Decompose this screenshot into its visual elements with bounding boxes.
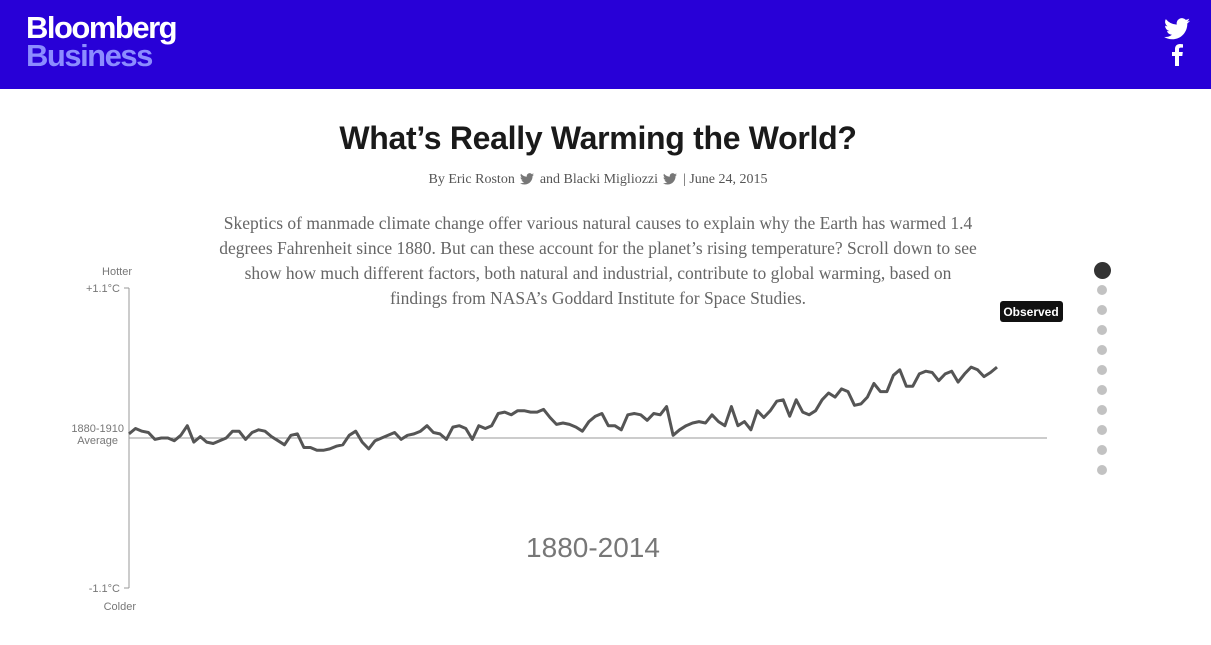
nav-dot-11[interactable] <box>1097 465 1107 475</box>
y-axis-hotter-label: Hotter <box>102 266 132 278</box>
twitter-icon[interactable] <box>519 173 534 190</box>
observed-label-box <box>1000 301 1063 322</box>
y-axis-bottom-value: -1.1°C <box>89 583 120 595</box>
observed-series-line <box>128 365 998 452</box>
nav-dot-5[interactable] <box>1097 345 1107 355</box>
social-links <box>1163 18 1191 66</box>
twitter-share-button[interactable] <box>1163 18 1191 40</box>
byline: By Eric Roston and Blacki Migliozzi | June… <box>0 172 1196 190</box>
facebook-share-button[interactable] <box>1163 44 1191 66</box>
article-dek: Skeptics of manmade climate change offer… <box>219 213 977 308</box>
facebook-icon <box>1163 44 1191 66</box>
y-axis-colder-label: Colder <box>104 601 137 613</box>
nav-dot-7[interactable] <box>1097 385 1107 395</box>
observed-label-text: Observed <box>1003 305 1058 319</box>
step-navigation <box>1092 262 1112 485</box>
date-range-label: 1880-2014 <box>526 532 660 563</box>
nav-dot-4[interactable] <box>1097 325 1107 335</box>
nav-dot-2[interactable] <box>1097 285 1107 295</box>
nav-dot-9[interactable] <box>1097 425 1107 435</box>
nav-dot-3[interactable] <box>1097 305 1107 315</box>
twitter-icon[interactable] <box>663 173 678 190</box>
nav-dot-1[interactable] <box>1093 262 1111 279</box>
logo-line-bloomberg: Bloomberg <box>26 10 178 45</box>
y-axis-baseline-label-2: Average <box>77 435 118 447</box>
y-axis-baseline-label-1: 1880-1910 <box>71 423 124 435</box>
masthead: Bloomberg Business <box>0 0 1211 89</box>
nav-dot-6[interactable] <box>1097 365 1107 375</box>
article-title: What’s Really Warming the World? <box>339 120 857 156</box>
observed-series-label: Observed <box>1000 301 1063 322</box>
byline-author-2[interactable]: and Blacki Migliozzi <box>539 172 659 187</box>
nav-dot-10[interactable] <box>1097 445 1107 455</box>
byline-author-1[interactable]: By Eric Roston <box>428 172 515 187</box>
twitter-icon <box>1163 18 1191 40</box>
nav-dot-8[interactable] <box>1097 405 1107 415</box>
byline-date: | June 24, 2015 <box>683 172 768 187</box>
y-axis-top-value: +1.1°C <box>86 283 120 295</box>
logo-line-business: Business <box>26 38 153 73</box>
bloomberg-business-logo[interactable]: Bloomberg Business <box>26 10 178 73</box>
